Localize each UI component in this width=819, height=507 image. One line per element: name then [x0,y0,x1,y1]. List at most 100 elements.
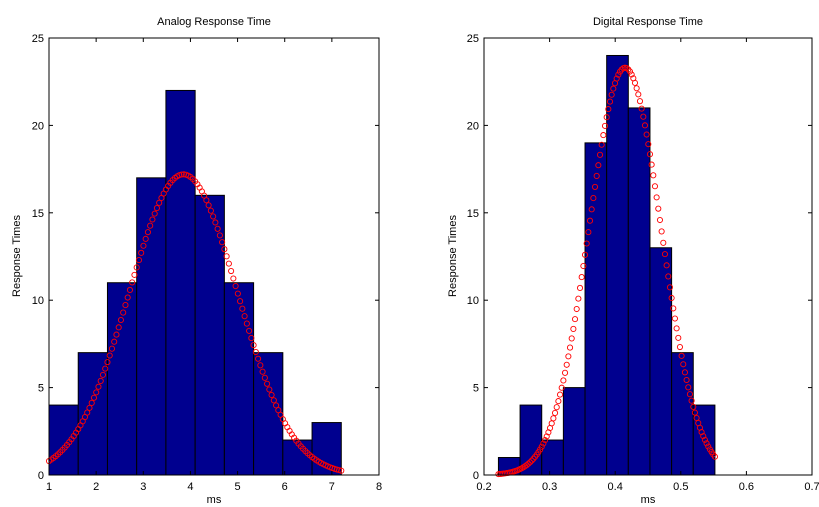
fit-point [615,71,622,78]
fit-point [661,251,669,258]
fit-point [178,171,185,178]
fit-point [571,316,579,323]
y-tick-label: 15 [32,208,44,220]
fit-point [580,262,587,270]
axes-box [483,37,813,476]
fit-point [675,334,682,341]
fit-point [221,246,228,253]
fit-point [691,409,698,416]
fit-point [623,65,630,72]
x-axis-label: ms [207,494,222,506]
fit-point [626,68,634,75]
fit-point [636,98,644,105]
fit-point [683,376,690,384]
fit-point [651,183,659,190]
fit-point [663,262,670,269]
x-tick-label: 1 [46,481,52,493]
fit-point [631,79,639,86]
fit-point [261,374,268,381]
y-tick-label: 25 [32,33,44,45]
fit-point [338,467,345,474]
fit-point [153,204,160,212]
fit-point [216,232,223,239]
fit-point [565,353,572,360]
fit-point [527,459,534,466]
fit-point [555,398,562,405]
fit-point [711,453,718,460]
fit-point [641,122,649,129]
fit-point [97,377,104,384]
fit-point [230,275,237,282]
fit-point [613,75,620,82]
fit-point [553,404,560,411]
x-tick-label: 7 [329,481,335,493]
fit-point [676,343,683,351]
x-tick-label: 0.7 [804,481,819,493]
fit-point [595,162,602,169]
fit-point [610,85,617,92]
x-tick-label: 0.2 [476,481,491,493]
fit-point [248,335,255,342]
y-tick-label: 20 [467,120,479,132]
fit-point [635,91,642,98]
fit-point [122,302,129,309]
x-tick-label: 0.5 [673,481,688,493]
fit-point [255,355,262,362]
fit-point [685,384,692,391]
fit-point [210,213,217,220]
fit-point [142,235,149,242]
fit-point [108,345,116,352]
fit-point [542,437,549,444]
fit-point [86,404,93,411]
fit-point [270,397,277,404]
fit-point [106,352,113,359]
fit-point [237,298,244,305]
chart-title: Analog Response Time [157,16,271,28]
fit-point [111,338,118,345]
fit-point [588,206,595,213]
fit-point [590,195,597,202]
fit-point [585,229,592,236]
fit-point [115,324,122,331]
y-tick-label: 0 [38,470,44,482]
y-tick-label: 10 [467,295,479,307]
fit-curve [45,171,345,474]
fit-point [219,239,226,246]
bar [649,247,673,476]
fit-point [250,342,257,349]
fit-point [653,194,660,201]
fit-point [646,151,654,158]
bar [282,439,313,476]
fit-point [90,394,98,401]
fit-point [698,429,705,436]
fit-point [126,286,133,294]
x-tick-label: 0.4 [608,481,623,493]
fit-point [701,436,708,443]
fit-point [591,183,599,190]
fit-point [576,284,584,292]
fit-point [665,273,672,280]
fit-point [259,368,266,375]
y-tick-label: 0 [473,470,479,482]
x-tick-label: 5 [235,481,241,493]
fit-point [268,391,275,399]
fit-point [120,309,127,316]
fit-point [705,443,712,450]
bar [77,352,108,476]
fit-point [95,383,102,390]
y-tick-label: 15 [467,208,479,220]
fit-point [543,433,550,440]
fit-point [243,320,250,327]
fit-point [117,316,124,324]
fit-point [232,283,239,290]
bar [136,177,167,476]
fit-point [603,114,610,121]
fit-point [561,369,569,376]
fit-point [560,377,567,384]
fit-point [93,389,100,396]
fit-point [628,71,635,78]
fit-point [643,131,650,138]
fit-point [225,260,232,267]
bar [562,387,586,476]
